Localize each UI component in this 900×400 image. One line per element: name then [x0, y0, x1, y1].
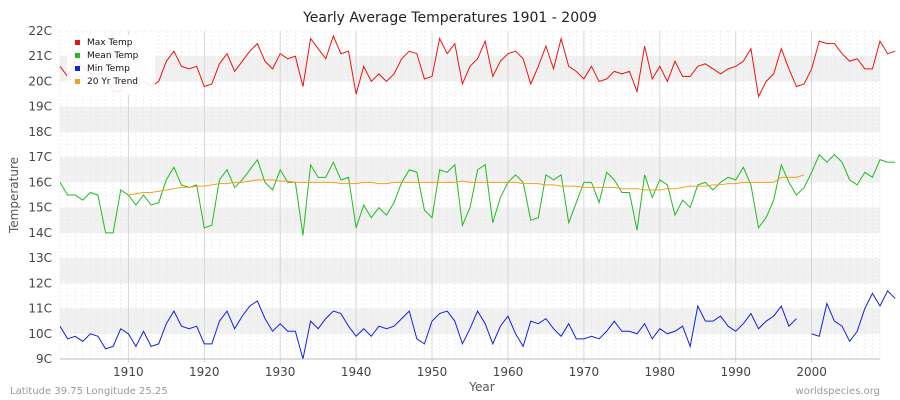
- grid-lines: [59, 30, 881, 363]
- x-tick-label: 1910: [113, 365, 144, 379]
- legend-swatch-mean-temp: [75, 53, 80, 58]
- y-tick-label: 12C: [28, 276, 52, 290]
- y-tick-label: 21C: [28, 49, 52, 63]
- series-layer: [59, 34, 896, 360]
- legend-box: [67, 35, 155, 95]
- y-tick-label: 18C: [28, 125, 52, 139]
- legend: Max Temp Mean Temp Min Temp 20 Yr Trend: [67, 35, 155, 95]
- x-tick-label: 1980: [645, 365, 676, 379]
- y-tick-label: 14C: [28, 226, 52, 240]
- chart-title: Yearly Average Temperatures 1901 - 2009: [302, 10, 597, 26]
- x-tick-label: 1950: [417, 365, 448, 379]
- x-tick-label: 1920: [189, 365, 220, 379]
- series-line-max-temp: [59, 34, 896, 99]
- axis-ticks: 9C 10C 11C 12C 13C 14C 15C 16C 17C 18C 19C 20C 21C 22…: [28, 24, 880, 379]
- legend-swatch-min-temp: [75, 66, 80, 71]
- x-tick-label: 1930: [265, 365, 296, 379]
- y-tick-label: 19C: [28, 100, 52, 114]
- series-line-min-temp: [811, 290, 896, 343]
- y-tick-label: 17C: [28, 150, 52, 164]
- series-line-mean-temp: [59, 153, 896, 236]
- y-tick-label: 16C: [28, 175, 52, 189]
- y-axis-label: Temperature: [7, 157, 21, 234]
- legend-swatch-20-yr-trend: [75, 79, 80, 84]
- series-line-20-yr-trend: [128, 174, 805, 196]
- footer-source: worldspecies.org: [796, 386, 880, 397]
- y-tick-label: 9C: [36, 352, 52, 366]
- y-tick-label: 22C: [28, 24, 52, 38]
- y-tick-label: 20C: [28, 74, 52, 88]
- x-axis-label: Year: [468, 380, 494, 394]
- x-tick-label: 1970: [569, 365, 600, 379]
- y-tick-label: 15C: [28, 201, 52, 215]
- y-tick-label: 11C: [28, 302, 52, 316]
- legend-label-20-yr-trend: 20 Yr Trend: [87, 77, 138, 87]
- y-tick-label: 13C: [28, 251, 52, 265]
- x-tick-label: 2000: [796, 365, 827, 379]
- legend-label-min-temp: Min Temp: [87, 64, 130, 74]
- footer-location: Latitude 39.75 Longitude 25.25: [10, 386, 168, 397]
- x-tick-label: 1940: [341, 365, 372, 379]
- legend-label-mean-temp: Mean Temp: [87, 51, 139, 61]
- x-tick-label: 1990: [720, 365, 751, 379]
- y-tick-label: 10C: [28, 327, 52, 341]
- series-line-min-temp: [59, 300, 797, 360]
- x-tick-label: 1960: [493, 365, 524, 379]
- legend-label-max-temp: Max Temp: [87, 38, 133, 48]
- legend-swatch-max-temp: [75, 40, 80, 45]
